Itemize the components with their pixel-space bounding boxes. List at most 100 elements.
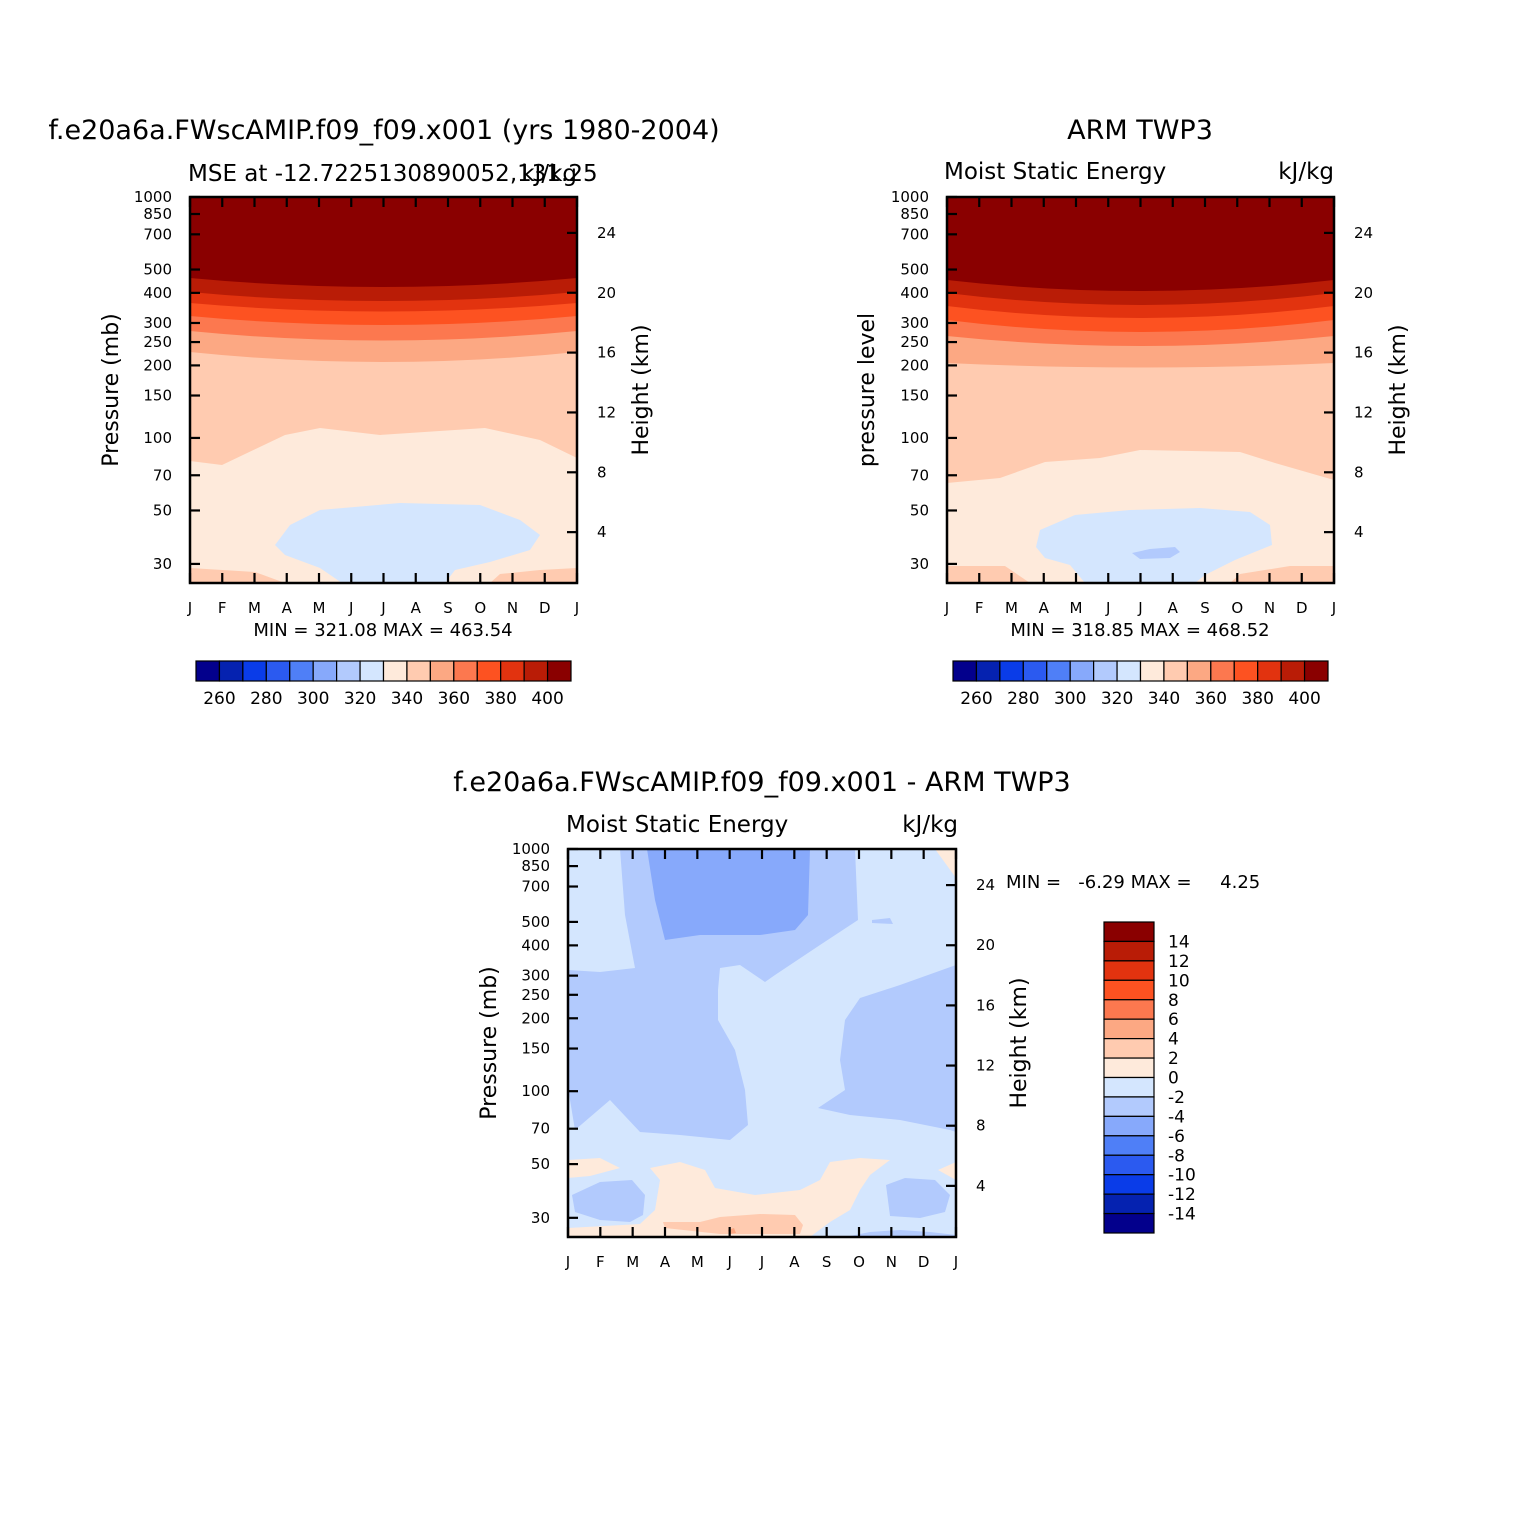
diff-colorbar-swatch [1103, 1115, 1155, 1137]
diff-ytick-label: 30 [531, 1209, 550, 1227]
obs-colorbar-swatch [1069, 660, 1095, 682]
obs-ytick-label: 150 [900, 387, 929, 405]
model-xtick-label: O [474, 599, 486, 617]
diff-subtitle-left: Moist Static Energy [566, 812, 788, 838]
diff-xtick-label: D [918, 1253, 930, 1271]
obs-colorbar-swatch [1186, 660, 1212, 682]
obs-colorbar-label: 260 [960, 689, 992, 709]
obs-colorbar-swatch [1210, 660, 1235, 682]
diff-colorbar-label: 0 [1168, 1069, 1179, 1089]
model-ytick-label: 200 [143, 356, 172, 374]
obs-xtick-label: A [1168, 599, 1179, 617]
diff-ytick-label: 100 [521, 1082, 550, 1100]
obs-colorbar-label: 280 [1007, 689, 1039, 709]
diff-colorbar-label: 10 [1168, 971, 1190, 991]
model-xtick-label: J [187, 599, 192, 617]
diff-xtick-label: O [853, 1253, 865, 1271]
obs-ytick-label: 50 [910, 501, 929, 519]
diff-ytick-label: 850 [521, 857, 550, 875]
model-xtick-label: J [380, 599, 385, 617]
obs-colorbar-swatch [1022, 660, 1048, 682]
obs-colorbar-swatch [952, 660, 978, 682]
obs-ytick-label: 300 [900, 314, 929, 332]
diff-xtick-label: J [759, 1253, 764, 1271]
model-colorbar-label: 360 [438, 689, 470, 709]
model-yrtick-label: 12 [597, 403, 616, 421]
obs-colorbar-swatch [1163, 660, 1188, 682]
obs-colorbar-swatch [1116, 660, 1142, 682]
model-band-cold [275, 503, 540, 583]
obs-xtick-label: A [1039, 599, 1050, 617]
obs-yrtick-label: 8 [1354, 463, 1364, 481]
model-ytick-label: 250 [143, 333, 172, 351]
model-ytick-label: 300 [143, 314, 172, 332]
diff-colorbar-swatch [1103, 1057, 1155, 1079]
diff-colorbar-label: 8 [1168, 991, 1179, 1011]
diff-colorbar-swatch [1103, 1096, 1155, 1117]
obs-ytick-label: 250 [900, 333, 929, 351]
diff-colorbar-label: -6 [1168, 1127, 1185, 1147]
obs-colorbar-label: 380 [1241, 689, 1273, 709]
model-ytick-label: 500 [143, 261, 172, 279]
model-colorbar-swatch [406, 660, 431, 682]
model-xtick-label: D [539, 599, 551, 617]
diff-colorbar-swatch [1103, 1174, 1155, 1195]
obs-colorbar: 260 280 300 320 340 360 380 400 [952, 660, 1329, 709]
model-band-surface [190, 568, 577, 583]
obs-yrtick-label: 4 [1354, 523, 1364, 541]
diff-colorbar-label: 14 [1168, 932, 1190, 952]
model-colorbar-swatch [429, 660, 455, 682]
diff-xtick-label: J [726, 1253, 731, 1271]
obs-y-right-ticks: 4 8 12 16 20 24 [1324, 224, 1373, 541]
diff-colorbar-swatch [1103, 1193, 1155, 1215]
model-colorbar-swatch [476, 660, 502, 682]
model-colorbar-label: 300 [297, 689, 329, 709]
diff-xtick-label: S [822, 1253, 832, 1271]
obs-subtitle-right: kJ/kg [1278, 159, 1334, 185]
diff-band-right-top-warm [935, 849, 956, 878]
obs-yrtick-label: 16 [1354, 344, 1373, 362]
obs-ytick-label: 100 [900, 429, 929, 447]
model-colorbar-label: 340 [391, 689, 423, 709]
model-xtick-label: J [348, 599, 353, 617]
model-colorbar-swatch [195, 660, 221, 682]
obs-xtick-label: D [1296, 599, 1308, 617]
model-ytick-label: 850 [143, 205, 172, 223]
obs-ytick-label: 700 [900, 225, 929, 243]
model-colorbar-label: 260 [203, 689, 235, 709]
obs-xtick-label: J [1105, 599, 1110, 617]
obs-colorbar-label: 300 [1054, 689, 1086, 709]
model-colorbar-swatch [312, 660, 338, 682]
diff-colorbar-label: -8 [1168, 1146, 1185, 1166]
obs-band-cold [1036, 508, 1272, 583]
diff-yrtick-label: 16 [976, 996, 995, 1014]
diff-yrtick-label: 20 [976, 936, 995, 954]
obs-ytick-label: 850 [900, 205, 929, 223]
model-colorbar-label: 380 [484, 689, 516, 709]
diff-colorbar-label: -12 [1168, 1185, 1196, 1205]
diff-xtick-label: N [886, 1253, 897, 1271]
obs-band-coldest [1132, 547, 1180, 559]
diff-colorbar-swatch [1103, 1018, 1155, 1040]
obs-ylabel-right: Height (km) [1386, 324, 1411, 455]
obs-xtick-label: J [1137, 599, 1142, 617]
diff-colorbar-swatch [1103, 979, 1155, 1001]
diff-colorbar-label: 2 [1168, 1049, 1179, 1069]
obs-colorbar-swatch [1093, 660, 1118, 682]
diff-ytick-label: 1000 [512, 840, 550, 858]
diff-colorbar-swatch [1103, 1154, 1155, 1176]
diff-colorbar-swatch [1103, 960, 1155, 981]
diff-colorbar-label: -10 [1168, 1166, 1196, 1186]
obs-colorbar-swatch [1303, 660, 1329, 682]
diff-xtick-label: M [626, 1253, 639, 1271]
diff-yrtick-label: 12 [976, 1057, 995, 1075]
diff-xtick-label: A [789, 1253, 800, 1271]
obs-ytick-label: 1000 [891, 188, 929, 206]
diff-ytick-label: 300 [521, 967, 550, 985]
diff-band-surface-warm [568, 1158, 890, 1237]
diff-ytick-label: 250 [521, 986, 550, 1004]
